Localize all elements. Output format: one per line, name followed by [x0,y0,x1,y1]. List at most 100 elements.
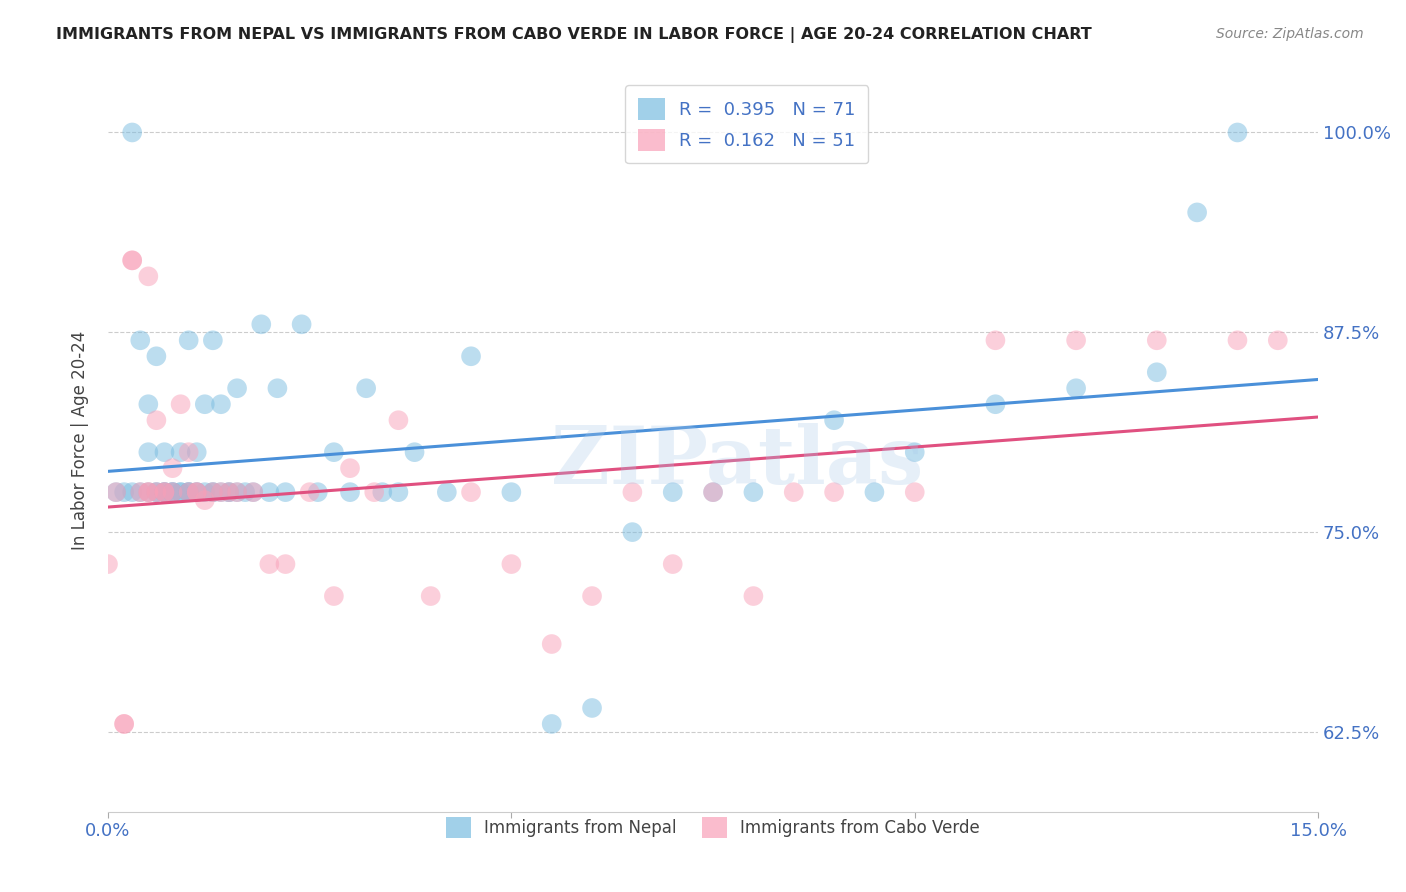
Point [186,485,208,500]
Point [105,485,128,500]
Point [661,485,683,500]
Point [136,485,159,500]
Point [112,717,135,731]
Point [387,485,409,500]
Point [136,485,159,500]
Point [1146,365,1168,379]
Point [121,253,143,268]
Point [177,333,200,347]
Point [121,485,143,500]
Point [581,589,603,603]
Point [162,485,184,500]
Point [218,485,240,500]
Point [259,485,281,500]
Point [339,461,361,475]
Point [194,493,217,508]
Point [259,557,281,571]
Point [145,485,167,500]
Point [186,445,208,459]
Point [1226,333,1249,347]
Point [363,485,385,500]
Point [162,485,184,500]
Point [209,485,232,500]
Point [186,485,208,500]
Point [136,445,159,459]
Point [145,485,167,500]
Point [242,485,264,500]
Point [621,485,644,500]
Point [121,253,143,268]
Point [1185,205,1208,219]
Point [984,397,1007,411]
Point [194,485,217,500]
Point [1146,333,1168,347]
Point [201,485,224,500]
Point [354,381,377,395]
Point [984,333,1007,347]
Point [702,485,724,500]
Point [242,485,264,500]
Legend: Immigrants from Nepal, Immigrants from Cabo Verde: Immigrants from Nepal, Immigrants from C… [440,811,987,845]
Point [274,557,297,571]
Point [145,413,167,427]
Point [105,485,128,500]
Point [250,318,273,332]
Point [226,381,249,395]
Point [112,485,135,500]
Point [129,485,152,500]
Point [169,445,191,459]
Point [153,485,176,500]
Point [1064,381,1087,395]
Point [145,349,167,363]
Point [291,318,314,332]
Point [112,717,135,731]
Point [129,485,152,500]
Point [274,485,297,500]
Point [387,413,409,427]
Point [823,485,845,500]
Point [307,485,329,500]
Point [153,445,176,459]
Point [661,557,683,571]
Point [162,461,184,475]
Point [218,485,240,500]
Point [621,525,644,540]
Point [153,485,176,500]
Point [266,381,288,395]
Point [742,589,765,603]
Point [371,485,394,500]
Point [169,485,191,500]
Point [136,485,159,500]
Point [460,349,482,363]
Point [136,397,159,411]
Point [153,485,176,500]
Y-axis label: In Labor Force | Age 20-24: In Labor Force | Age 20-24 [72,331,89,549]
Point [145,485,167,500]
Point [904,445,927,459]
Point [783,485,806,500]
Point [201,333,224,347]
Point [298,485,321,500]
Point [153,485,176,500]
Point [863,485,886,500]
Point [1267,333,1289,347]
Point [702,485,724,500]
Point [823,413,845,427]
Point [904,485,927,500]
Text: IMMIGRANTS FROM NEPAL VS IMMIGRANTS FROM CABO VERDE IN LABOR FORCE | AGE 20-24 C: IMMIGRANTS FROM NEPAL VS IMMIGRANTS FROM… [56,27,1092,43]
Point [201,485,224,500]
Point [339,485,361,500]
Point [581,701,603,715]
Point [177,445,200,459]
Point [136,269,159,284]
Point [153,485,176,500]
Point [540,637,562,651]
Point [186,485,208,500]
Text: Source: ZipAtlas.com: Source: ZipAtlas.com [1216,27,1364,41]
Point [97,557,120,571]
Point [177,485,200,500]
Point [322,589,344,603]
Text: ZIPatlas: ZIPatlas [551,424,924,501]
Point [129,333,152,347]
Point [209,485,232,500]
